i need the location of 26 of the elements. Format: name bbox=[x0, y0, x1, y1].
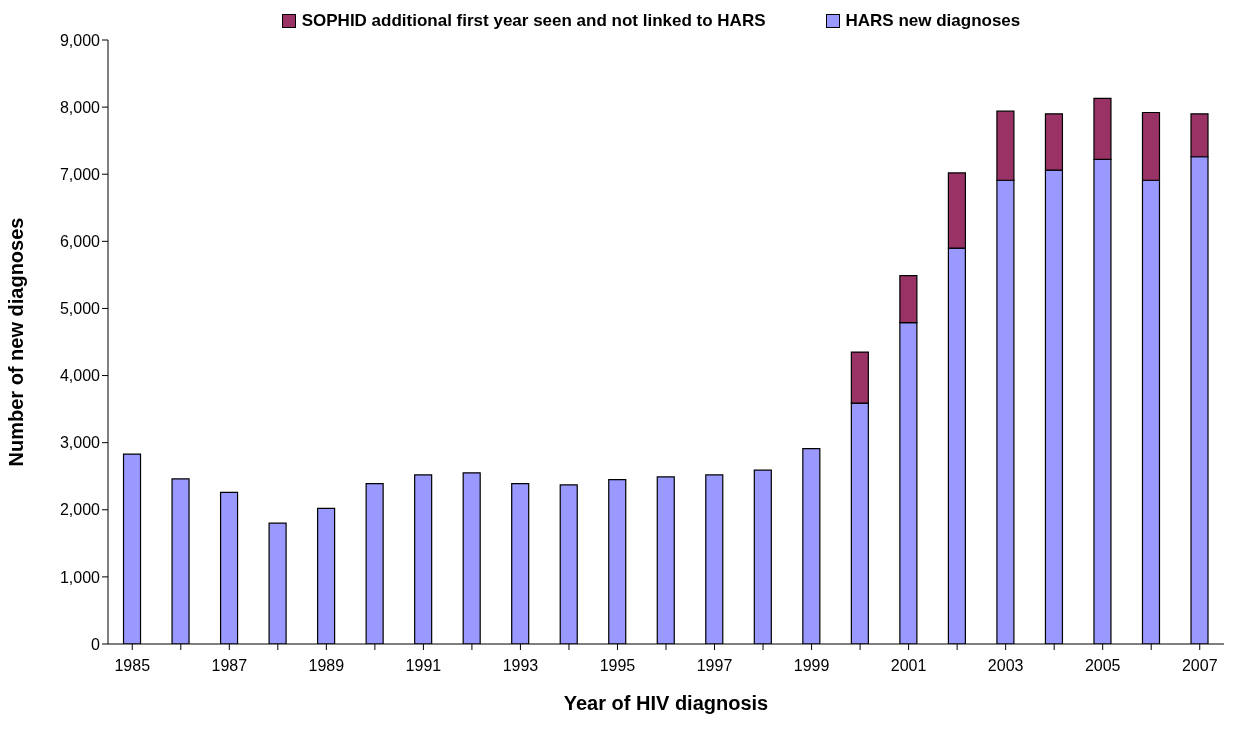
legend-label: SOPHID additional first year seen and not linked to HARS bbox=[301, 11, 766, 31]
y-tick-label: 2,000 bbox=[59, 501, 101, 519]
x-tick-label: 1985 bbox=[114, 657, 151, 675]
y-tick-label: 9,000 bbox=[59, 31, 101, 49]
y-tick-label: 6,000 bbox=[59, 233, 101, 251]
y-tick-label: 3,000 bbox=[59, 434, 101, 452]
x-tick-label: 1993 bbox=[502, 657, 539, 675]
y-tick-label: 8,000 bbox=[59, 98, 101, 116]
y-axis-title: Number of new diagnoses bbox=[5, 217, 28, 467]
y-tick-label: 4,000 bbox=[59, 367, 101, 385]
x-tick-label: 1989 bbox=[308, 657, 345, 675]
x-tick-label: 2007 bbox=[1181, 657, 1218, 675]
x-tick-label: 2001 bbox=[890, 657, 927, 675]
x-axis-title: Year of HIV diagnosis bbox=[563, 692, 769, 714]
legend-label: HARS new diagnoses bbox=[845, 11, 1021, 31]
x-tick-label: 1995 bbox=[599, 657, 636, 675]
y-tick-label: 7,000 bbox=[59, 165, 101, 183]
x-tick-label: 1997 bbox=[696, 657, 733, 675]
x-tick-label: 1999 bbox=[793, 657, 830, 675]
y-tick-label: 1,000 bbox=[59, 568, 101, 586]
x-tick-label: 2003 bbox=[987, 657, 1024, 675]
x-tick-label: 2005 bbox=[1084, 657, 1121, 675]
y-tick-label: 0 bbox=[91, 635, 101, 653]
x-tick-label: 1991 bbox=[405, 657, 442, 675]
y-tick-label: 5,000 bbox=[59, 300, 101, 318]
x-tick-label: 1987 bbox=[211, 657, 248, 675]
